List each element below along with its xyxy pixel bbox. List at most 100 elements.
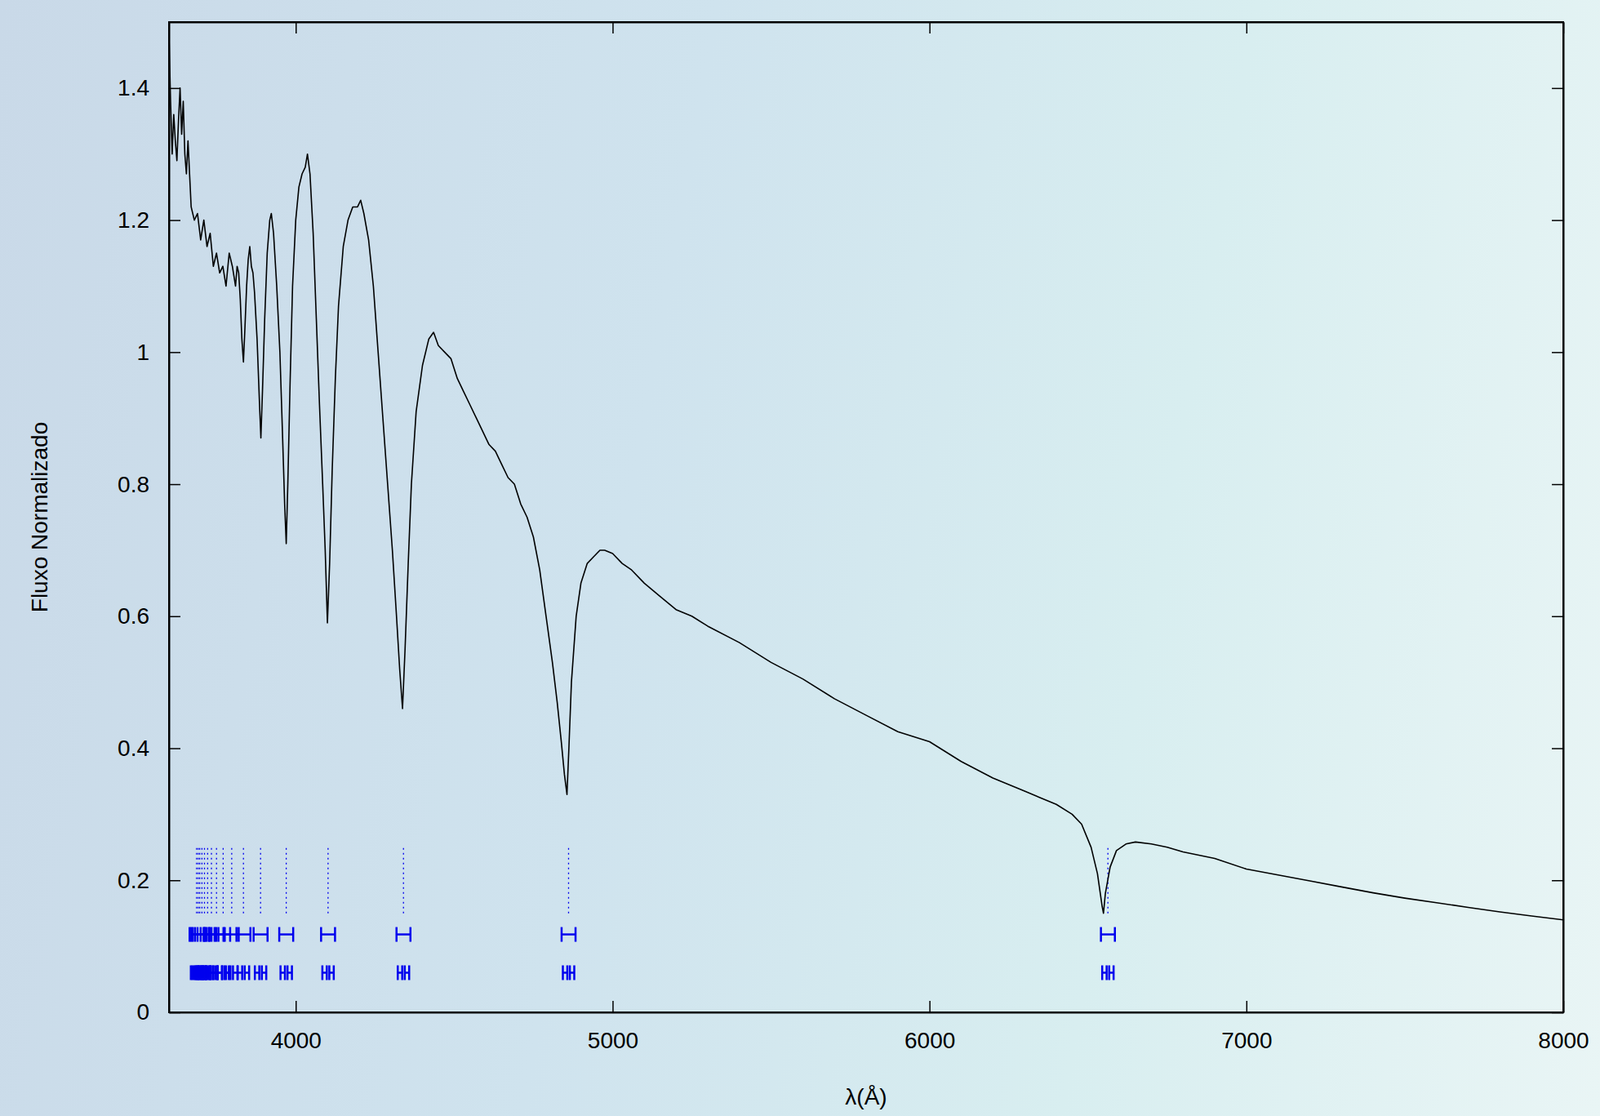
window-marker-cap [237, 927, 240, 943]
tick: 5000 [587, 1000, 639, 1054]
line-marker [204, 847, 205, 914]
window-marker-cap [213, 927, 217, 943]
pair-marker [197, 964, 202, 980]
window-marker-cap [204, 927, 207, 943]
y-axis: 00.20.40.60.811.21.4 [117, 22, 181, 1026]
pair-marker-cap [208, 964, 212, 980]
pair-marker-cap [216, 964, 219, 980]
pair-marker-cap [248, 964, 251, 980]
pair-marker-cap [400, 964, 404, 980]
pair-marker-cap [221, 964, 224, 980]
line-marker [199, 847, 200, 914]
pair-marker-cap [568, 964, 572, 980]
tick-mark [168, 219, 181, 222]
pair-marker-cap [265, 964, 268, 980]
pair-marker-cap [1101, 964, 1104, 980]
line-marker [195, 847, 197, 914]
pair-marker-cap [244, 964, 247, 980]
pair-marker-cap [404, 964, 407, 980]
tick [1551, 748, 1564, 750]
tick-mark [928, 22, 931, 34]
tick [1551, 880, 1564, 881]
pair-marker [397, 964, 402, 980]
tick-mark [168, 484, 181, 486]
pair-marker [205, 964, 210, 980]
window-marker-cap [205, 927, 209, 943]
pair-marker-cap [325, 964, 329, 980]
window-marker-cap [210, 927, 214, 943]
pair-marker [191, 964, 196, 980]
window-marker-cap [560, 927, 564, 943]
window-marker-bar [396, 933, 411, 936]
window-marker-cap [1099, 927, 1103, 943]
tick-label: 7000 [1221, 1027, 1272, 1054]
tick-label: 0.2 [117, 867, 150, 894]
pair-marker-cap [223, 964, 227, 980]
tick-mark [1551, 747, 1564, 750]
window-marker [236, 927, 251, 943]
plot-frame [168, 22, 1564, 1013]
pair-marker-cap [202, 964, 205, 980]
pair-marker-cap [231, 964, 235, 980]
pair-marker-cap [1107, 964, 1111, 980]
line-marker [327, 847, 329, 914]
line-marker [243, 847, 245, 914]
window-marker-cap [203, 927, 206, 943]
window-marker-cap [395, 927, 398, 943]
pair-marker-cap [260, 964, 263, 980]
pair-marker-cap [236, 964, 240, 980]
pair-marker [280, 964, 285, 980]
tick-mark [1551, 351, 1564, 354]
pair-marker-cap [204, 964, 207, 980]
pair-marker-cap [561, 964, 565, 980]
tick-mark [295, 1000, 298, 1013]
pair-marker [213, 964, 218, 980]
tick-mark [1551, 880, 1564, 882]
line-marker [285, 847, 287, 914]
tick-mark [1551, 1012, 1564, 1014]
pair-marker [205, 964, 210, 980]
pair-marker [1102, 964, 1107, 980]
tick-mark [612, 22, 614, 34]
pair-marker [1109, 964, 1114, 980]
tick-label: 0 [136, 999, 150, 1025]
pair-marker [194, 964, 199, 980]
window-marker-cap [1113, 927, 1116, 943]
pair-marker [201, 964, 206, 980]
line-marker [216, 847, 218, 914]
window-marker-bar [253, 933, 268, 936]
tick-label: 0.6 [117, 603, 150, 629]
pair-marker-cap [202, 964, 205, 980]
pair-marker-cap [194, 964, 197, 980]
tick-label: 6000 [904, 1027, 956, 1054]
tick-mark [1551, 219, 1564, 222]
tick [1551, 88, 1564, 89]
pair-marker [287, 964, 292, 980]
pair-marker [200, 964, 205, 980]
tick-label: 5000 [587, 1027, 639, 1054]
plot: 4000500060007000800000.20.40.60.811.21.4 [117, 22, 1590, 1054]
tick: 1.2 [117, 207, 181, 233]
tick-mark [928, 1000, 931, 1013]
pair-marker-cap [202, 964, 205, 980]
tick-label: 0.8 [117, 471, 150, 498]
pair-marker-cap [217, 964, 220, 980]
tick [1551, 484, 1564, 485]
axis-line [1563, 22, 1565, 1014]
pair-marker [237, 964, 242, 980]
pair-marker-cap [396, 964, 400, 980]
pair-marker [262, 964, 267, 980]
tick: 0.8 [117, 471, 181, 498]
pair-marker-cap [236, 964, 240, 980]
tick-mark [1551, 88, 1564, 90]
tick: 6000 [904, 1000, 956, 1054]
pair-marker-cap [333, 964, 336, 980]
tick-mark [1551, 484, 1564, 486]
pair-marker [322, 964, 327, 980]
tick [1551, 351, 1564, 353]
pair-marker-cap [227, 964, 231, 980]
window-marker-cap [202, 927, 205, 943]
tick-mark [1246, 1000, 1249, 1013]
pair-marker [217, 964, 223, 980]
tick [1551, 616, 1564, 618]
